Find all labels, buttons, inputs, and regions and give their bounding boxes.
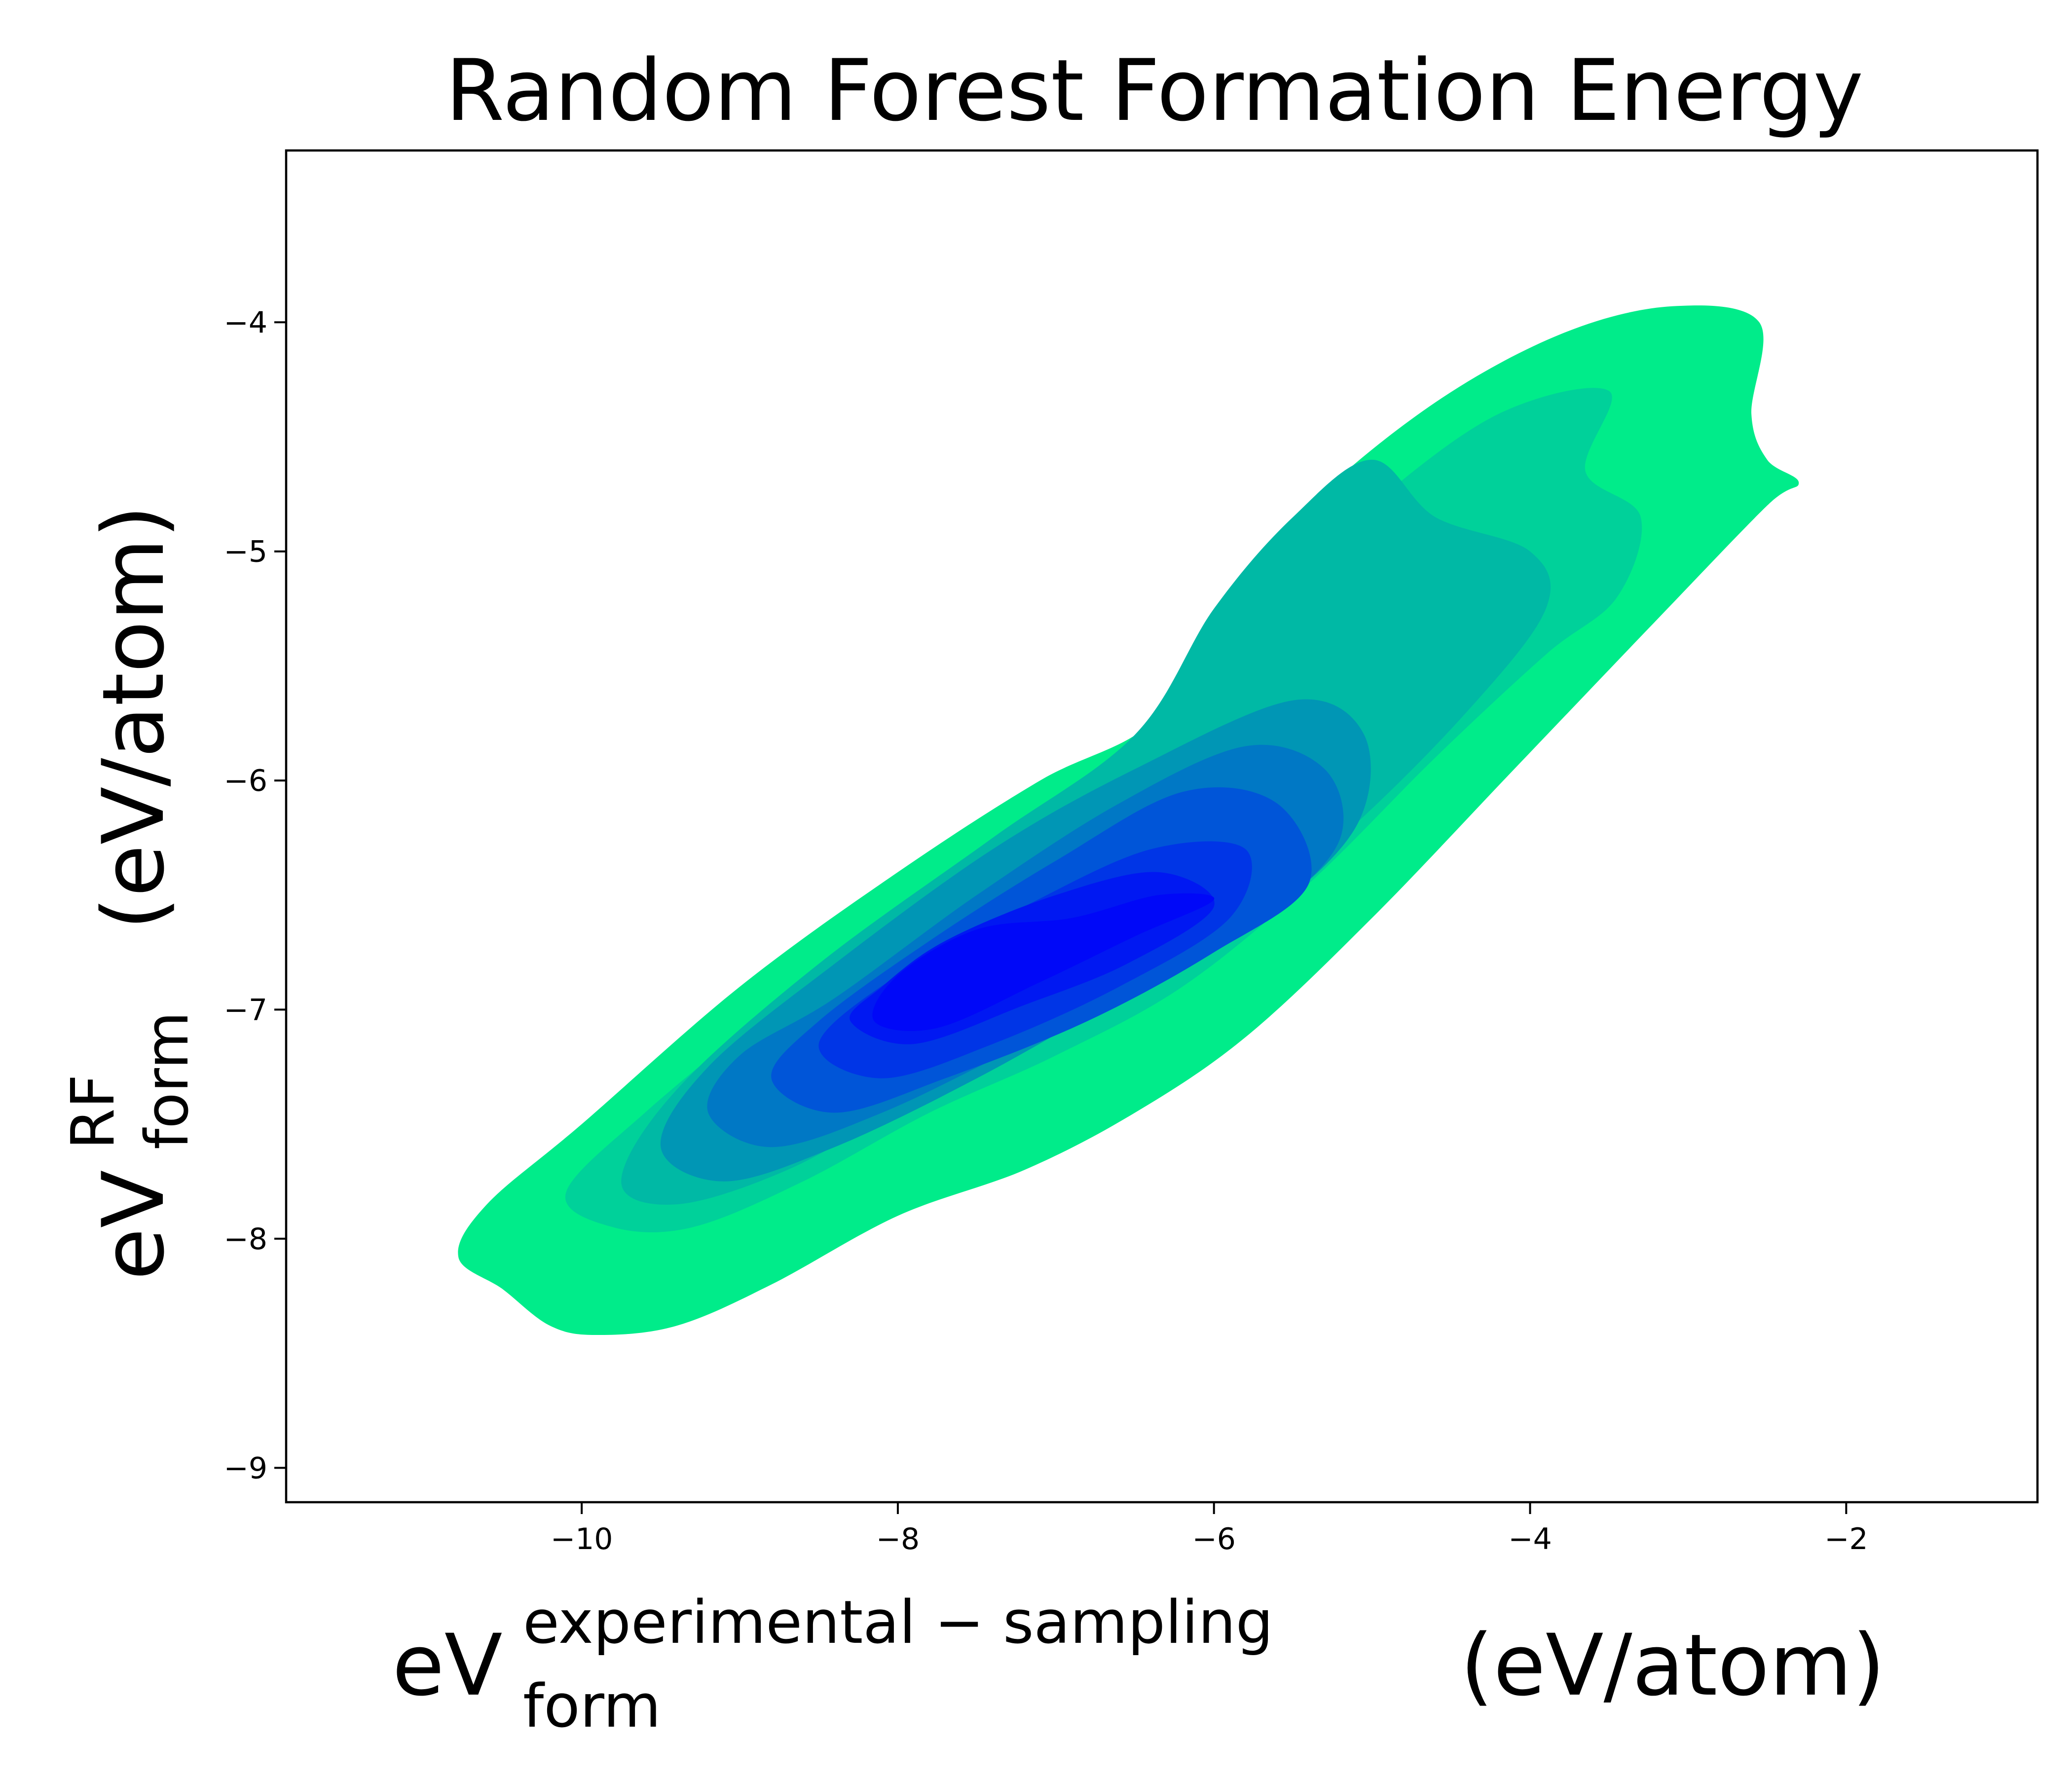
density-contours	[458, 305, 1799, 1335]
x-tick-label: −6	[1192, 1522, 1236, 1556]
y-axis-label-unit: (eV/atom)	[84, 505, 183, 930]
y-tick-label: −8	[224, 1222, 267, 1257]
x-axis-label-unit: (eV/atom)	[1460, 1616, 1885, 1715]
y-tick-label: −5	[224, 535, 267, 569]
y-axis-label: eV RF form (eV/atom)	[59, 505, 202, 1280]
x-axis-label-superscript: experimental − sampling	[523, 1589, 1273, 1657]
y-tick-label: −4	[224, 305, 267, 340]
x-axis-label: eV experimental − sampling form (eV/atom…	[392, 1589, 1885, 1741]
x-axis-label-subscript: form	[523, 1672, 661, 1741]
x-tick-label: −2	[1824, 1522, 1868, 1556]
y-axis-label-subscript: form	[133, 1011, 202, 1149]
x-axis-ticks: −10 −8 −6 −4 −2	[551, 1502, 1868, 1556]
x-tick-label: −8	[876, 1522, 920, 1556]
y-axis-label-superscript: RF	[59, 1074, 128, 1149]
y-axis-ticks: −9 −8 −7 −6 −5 −4	[224, 305, 286, 1485]
y-tick-label: −7	[224, 993, 267, 1028]
y-tick-label: −6	[224, 764, 267, 798]
plot-frame	[285, 149, 2039, 1504]
x-axis-label-base: eV	[392, 1616, 502, 1715]
x-tick-label: −4	[1508, 1522, 1552, 1556]
density-level-9	[872, 893, 1215, 1031]
y-tick-label: −9	[224, 1451, 267, 1485]
y-axis-label-base: eV	[84, 1170, 183, 1280]
chart-title: Random Forest Formation Energy	[445, 41, 1863, 140]
x-tick-label: −10	[551, 1522, 613, 1556]
